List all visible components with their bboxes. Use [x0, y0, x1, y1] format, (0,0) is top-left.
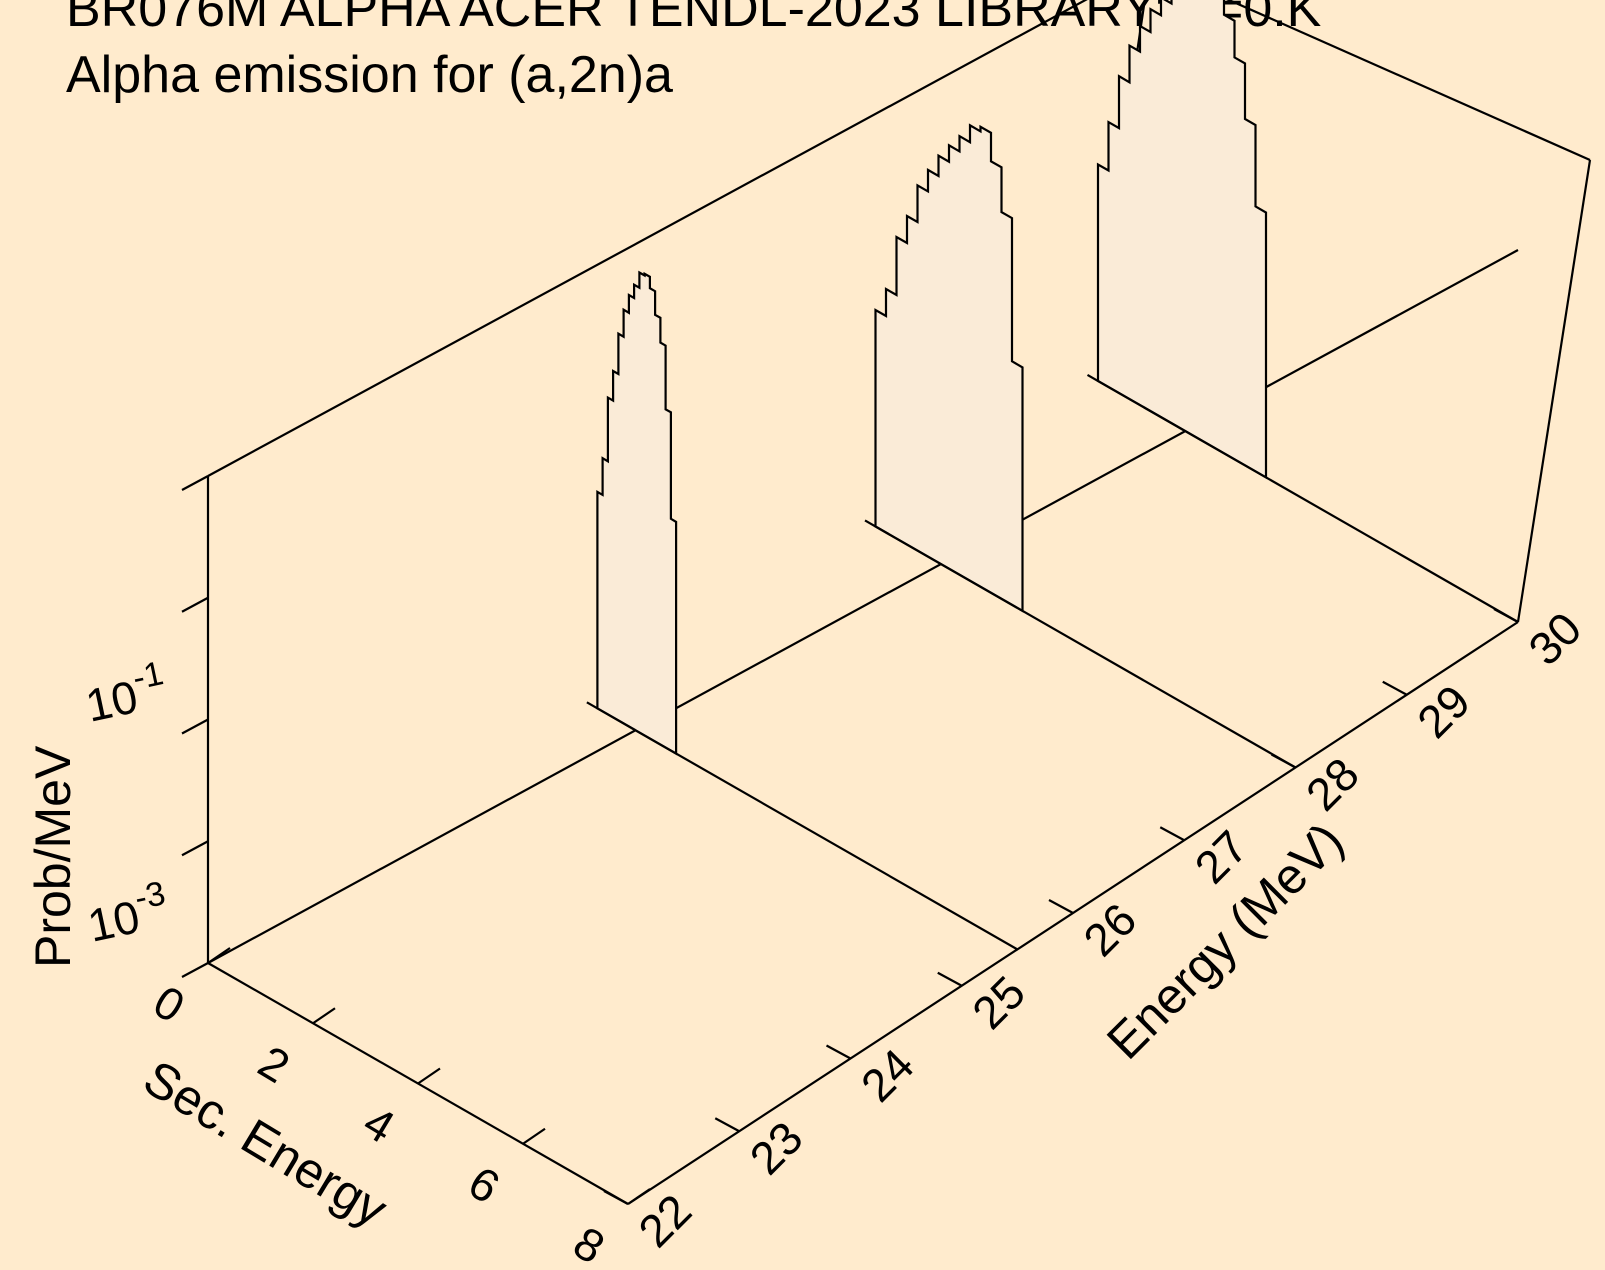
back-bottom-edge — [207, 249, 1519, 964]
energy-tick-label-29: 29 — [1407, 675, 1480, 748]
sec-energy-tick-2 — [312, 1007, 336, 1025]
sec-energy-tick-label-2: 2 — [250, 1035, 299, 1093]
energy-tick-26 — [1048, 899, 1074, 914]
spectrum-e28 — [874, 123, 1024, 613]
spectrum-e25.5 — [596, 270, 678, 756]
sec-energy-tick-label-6: 6 — [460, 1156, 509, 1214]
sec-energy-tick-8 — [627, 1188, 651, 1205]
baseline-e25.5 — [586, 701, 1018, 951]
energy-tick-25 — [937, 971, 963, 987]
prob-tick-exp: -1 — [129, 654, 166, 697]
energy-tick-24 — [825, 1044, 852, 1060]
prob-axis-label: Prob/MeV — [25, 745, 81, 968]
prob-tick-label-1e-3: 10-3 — [81, 874, 174, 952]
prob-minor-tick — [181, 475, 209, 491]
spectrum-e30 — [1096, 0, 1268, 480]
axis-box — [206, 0, 1592, 1205]
sec-energy-tick-4 — [417, 1067, 441, 1085]
energy-tick-22 — [603, 1190, 629, 1205]
baseline-e30 — [1086, 374, 1519, 623]
prob-tick-exp: -3 — [131, 874, 168, 917]
energy-tick-label-23: 23 — [740, 1111, 813, 1184]
energy-tick-28 — [1270, 753, 1297, 769]
energy-tick-label-25: 25 — [962, 966, 1035, 1039]
svg-text:10-1: 10-1 — [79, 654, 172, 732]
back-right-edge — [1516, 159, 1592, 623]
prob-major-tick — [181, 840, 209, 857]
prob-tick-label-1e-1: 10-1 — [79, 654, 172, 732]
energy-tick-27 — [1159, 826, 1185, 842]
prob-base-tick — [181, 962, 209, 978]
baseline-e28 — [864, 519, 1297, 769]
sec-energy-tick-6 — [522, 1127, 546, 1145]
back-top-edge — [207, 0, 1088, 477]
energy-tick-label-24: 24 — [851, 1039, 924, 1112]
side-top-edge — [1226, 0, 1591, 162]
energy-tick-label-30: 30 — [1518, 602, 1591, 675]
energy-tick-30 — [1493, 608, 1519, 623]
sec-energy-tick-label-8: 8 — [565, 1216, 614, 1270]
sec-energy-tick-label-4: 4 — [355, 1095, 404, 1153]
sec-energy-tick-0 — [207, 947, 231, 964]
energy-tick-29 — [1382, 680, 1408, 696]
prob-tick-base: 10 — [83, 890, 144, 952]
energy-tick-label-28: 28 — [1296, 748, 1369, 821]
spectra-group — [586, 0, 1519, 951]
chart-title: BR076M ALPHA ACER TENDL-2023 LIBRARY; T=… — [66, 0, 1322, 38]
sec-energy-tick-label-0: 0 — [145, 975, 194, 1033]
prob-minor-tick — [181, 718, 209, 735]
energy-tick-label-26: 26 — [1073, 893, 1146, 966]
svg-text:10-3: 10-3 — [81, 874, 174, 952]
energy-tick-23 — [714, 1117, 740, 1133]
chart-subtitle: Alpha emission for (a,2n)a — [66, 46, 673, 104]
prob-major-tick — [181, 596, 209, 613]
prob-tick-base: 10 — [81, 670, 142, 732]
